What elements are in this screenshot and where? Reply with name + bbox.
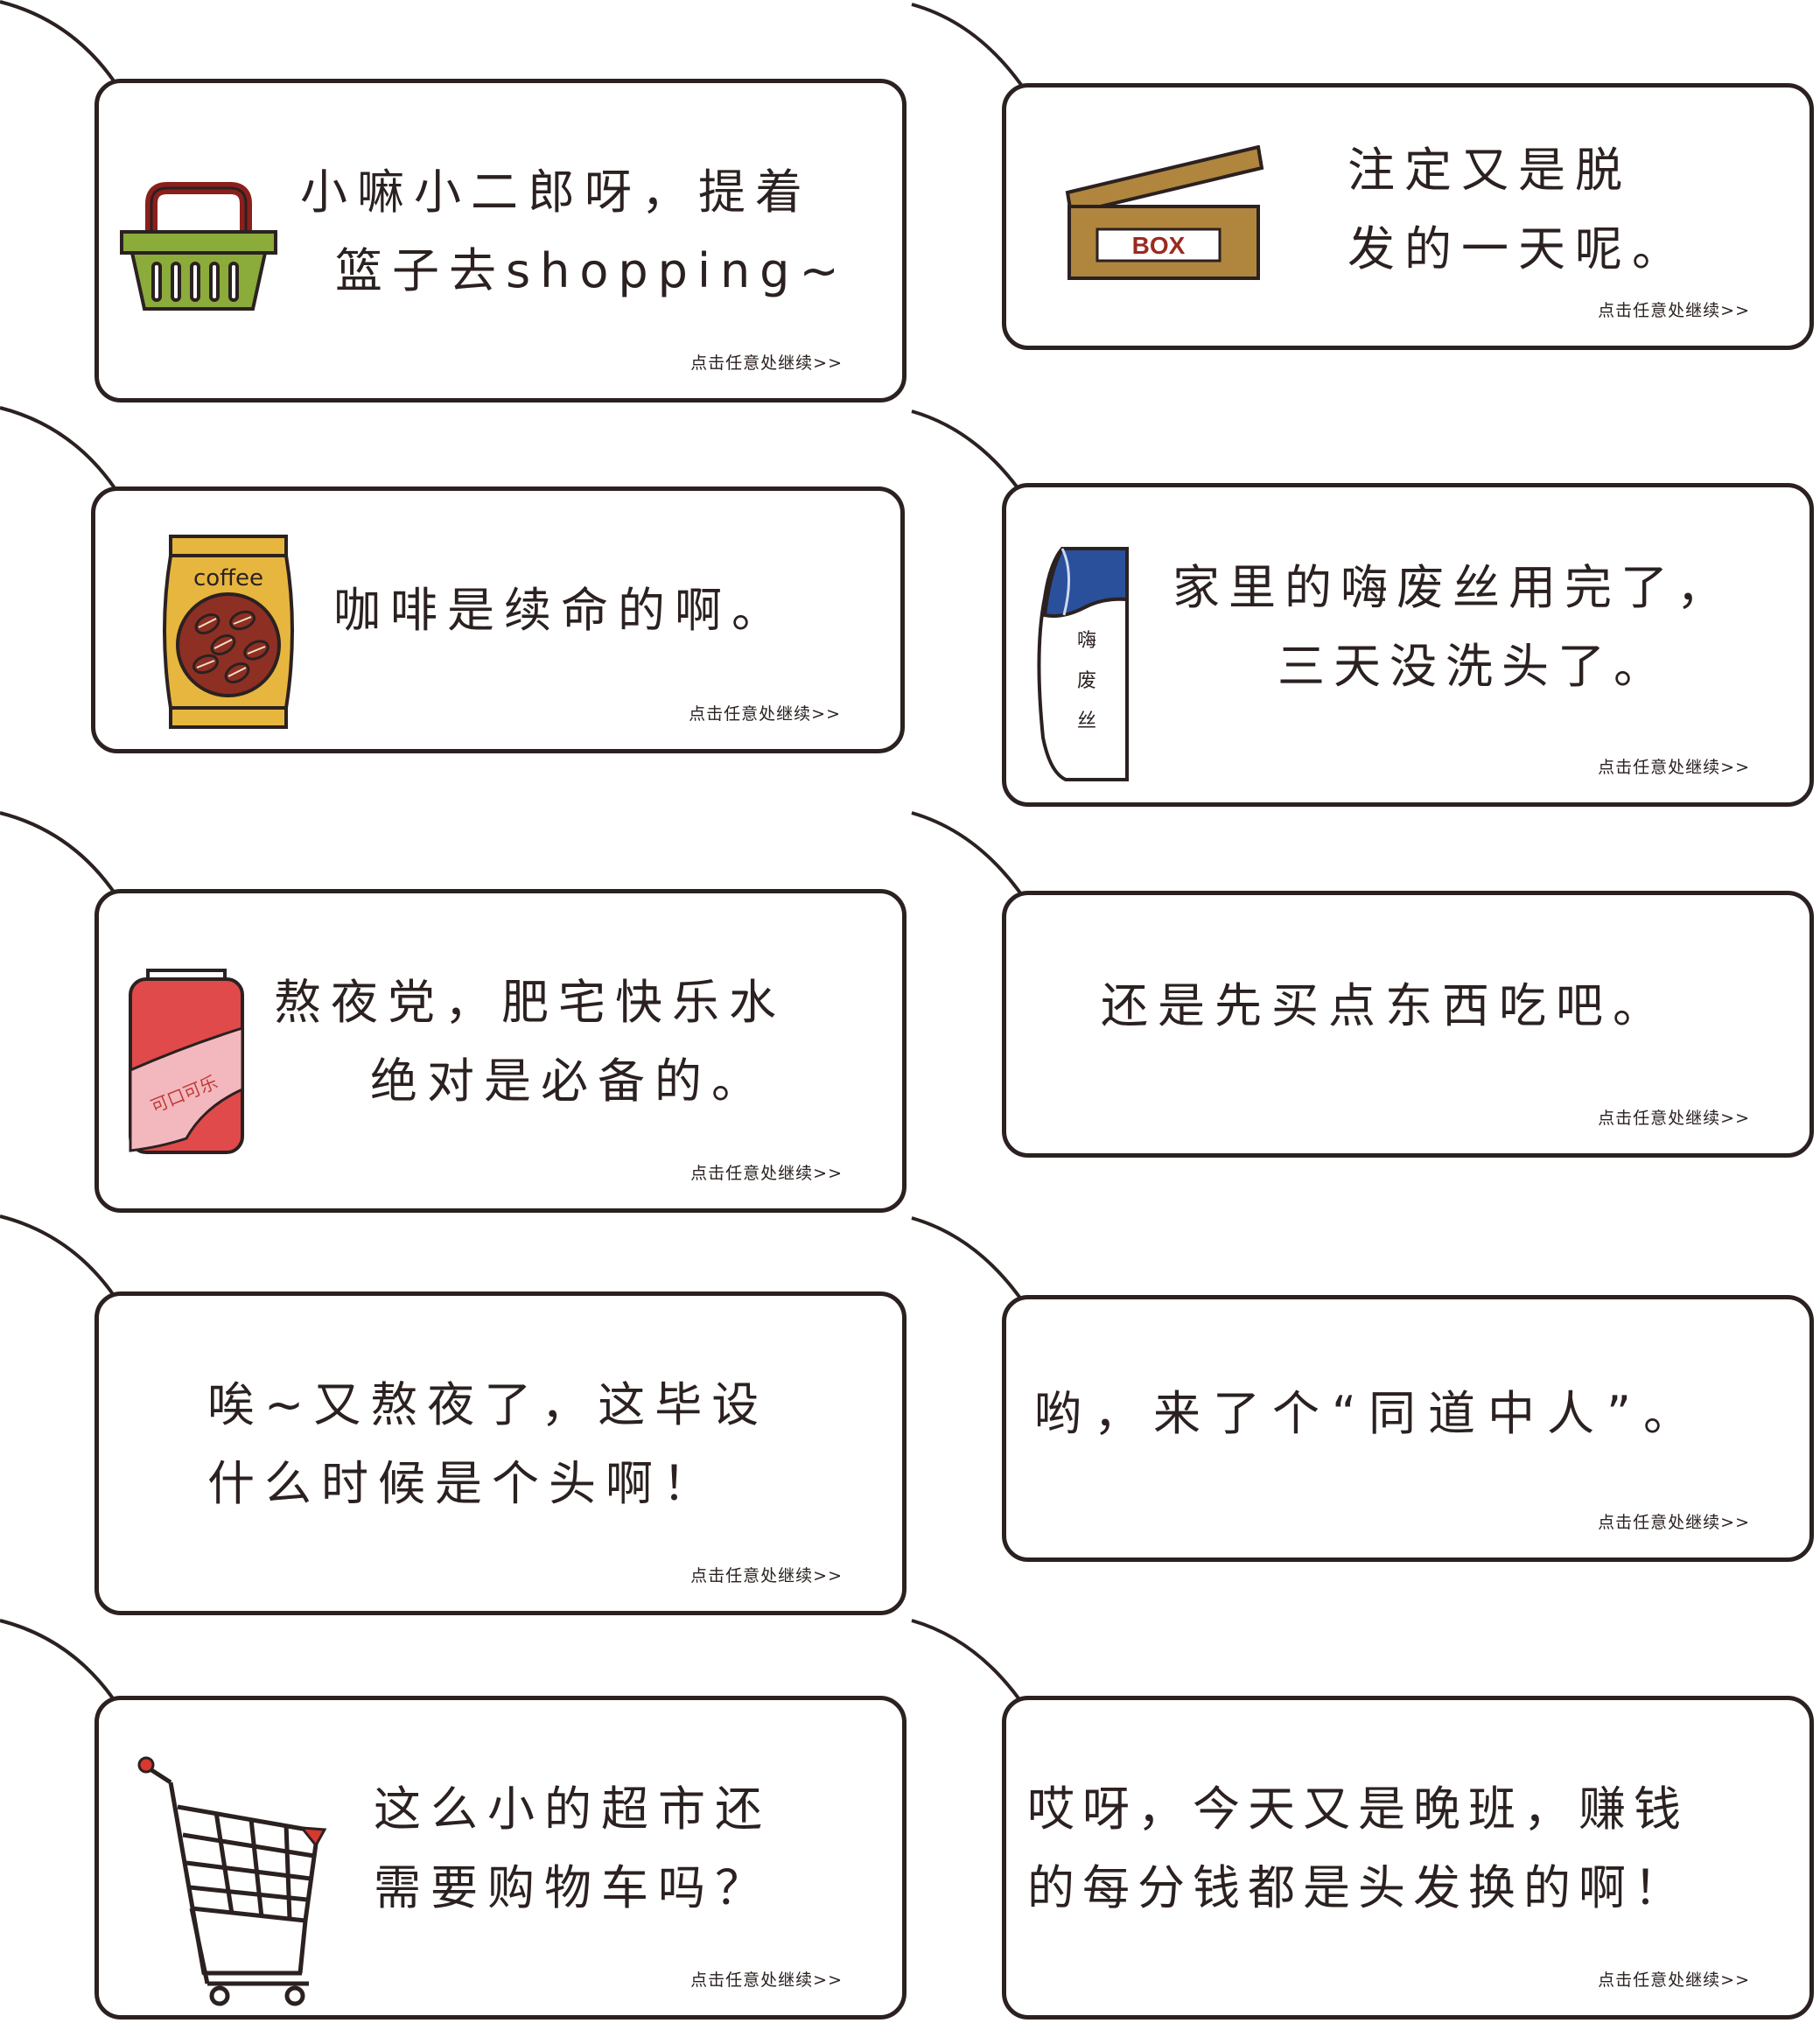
svg-text:嗨: 嗨 xyxy=(1077,630,1096,652)
continue-hint[interactable]: 点击任意处继续>> xyxy=(689,704,841,724)
svg-text:丝: 丝 xyxy=(1077,710,1096,732)
continue-hint[interactable]: 点击任意处继续>> xyxy=(1598,1109,1750,1128)
box-label: BOX xyxy=(1132,232,1186,259)
dialog-card-10[interactable]: 哎呀，今天又是晚班，赚钱 的每分钱都是头发换的啊！ 点击任意处继续>> xyxy=(1002,1696,1814,2020)
shopping-cart-icon xyxy=(137,1756,327,2006)
continue-hint[interactable]: 点击任意处继续>> xyxy=(690,1566,843,1586)
dialog-text: 小嘛小二郎呀，提着 篮子去shopping~ xyxy=(300,164,849,298)
basket-icon xyxy=(120,182,277,311)
coffee-label: coffee xyxy=(193,565,263,592)
dialog-text: 熬夜党，肥宅快乐水 绝对是必备的。 xyxy=(274,975,786,1109)
dialog-text: 注定又是脱 发的一天呢。 xyxy=(1348,143,1689,276)
dialog-card-3[interactable]: coffee 咖啡是续命的啊。 点击任意处继续>> xyxy=(91,486,905,753)
dialog-card-4[interactable]: 嗨废丝 家里的嗨废丝用完了， 三天没洗头了。 点击任意处继续>> xyxy=(1002,483,1814,807)
dialog-card-7[interactable]: 唉~又熬夜了，这毕设 什么时候是个头啊！ 点击任意处继续>> xyxy=(94,1292,906,1615)
dialog-text: 哟，来了个“同道中人”。 xyxy=(1034,1386,1703,1441)
dialog-text: 这么小的超市还 需要购物车吗？ xyxy=(374,1782,772,1915)
dialog-text: 家里的嗨废丝用完了， 三天没洗头了。 xyxy=(1172,560,1732,694)
dialog-card-8[interactable]: 哟，来了个“同道中人”。 点击任意处继续>> xyxy=(1002,1295,1814,1562)
box-icon: BOX xyxy=(1065,145,1264,280)
dialog-card-5[interactable]: 可口可乐 熬夜党，肥宅快乐水 绝对是必备的。 点击任意处继续>> xyxy=(94,889,906,1213)
continue-hint[interactable]: 点击任意处继续>> xyxy=(1598,1513,1750,1532)
dialog-card-9[interactable]: 这么小的超市还 需要购物车吗？ 点击任意处继续>> xyxy=(94,1696,906,2020)
continue-hint[interactable]: 点击任意处继续>> xyxy=(1598,1970,1750,1990)
continue-hint[interactable]: 点击任意处继续>> xyxy=(1598,301,1750,320)
dialog-text: 咖啡是续命的啊。 xyxy=(333,583,788,638)
cola-can-icon: 可口可乐 xyxy=(129,969,244,1154)
continue-hint[interactable]: 点击任意处继续>> xyxy=(690,354,843,373)
dialog-card-6[interactable]: 还是先买点东西吃吧。 点击任意处继续>> xyxy=(1002,891,1814,1158)
dialog-text: 唉~又熬夜了，这毕设 什么时候是个头啊！ xyxy=(207,1377,769,1511)
dialog-text: 哎呀，今天又是晚班，赚钱 的每分钱都是头发换的啊！ xyxy=(1027,1782,1689,1915)
coffee-bag-icon: coffee xyxy=(163,535,294,729)
shampoo-bottle-icon: 嗨废丝 xyxy=(1037,547,1129,781)
dialog-card-2[interactable]: BOX 注定又是脱 发的一天呢。 点击任意处继续>> xyxy=(1002,83,1814,350)
svg-text:废: 废 xyxy=(1077,670,1096,692)
dialog-text: 还是先买点东西吃吧。 xyxy=(1101,978,1670,1033)
continue-hint[interactable]: 点击任意处继续>> xyxy=(1598,758,1750,777)
dialog-card-1[interactable]: 小嘛小二郎呀，提着 篮子去shopping~ 点击任意处继续>> xyxy=(94,79,906,402)
continue-hint[interactable]: 点击任意处继续>> xyxy=(690,1164,843,1183)
continue-hint[interactable]: 点击任意处继续>> xyxy=(690,1970,843,1990)
